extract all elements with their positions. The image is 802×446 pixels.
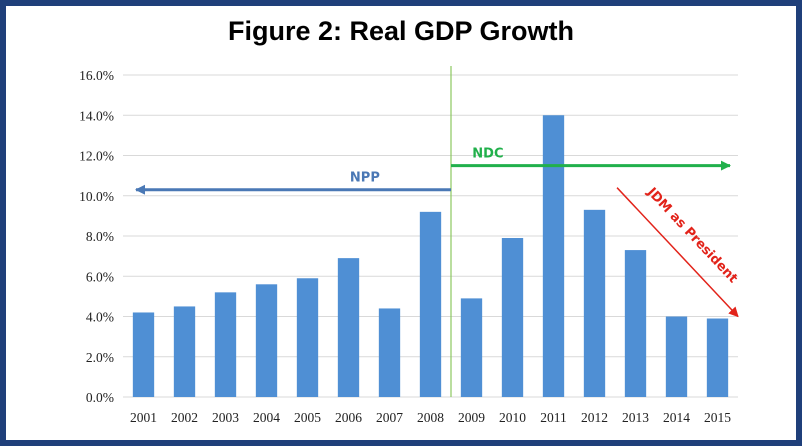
- bar-2002: [173, 306, 196, 397]
- bar-2005: [296, 278, 319, 397]
- x-tick-label: 2007: [376, 410, 403, 425]
- x-tick-label: 2005: [294, 410, 321, 425]
- x-tick-label: 2001: [130, 410, 157, 425]
- y-tick-label: 14.0%: [79, 108, 114, 123]
- jdm-label: JDM as President: [643, 184, 740, 286]
- bar-2006: [337, 258, 360, 397]
- bar-2015: [706, 318, 729, 397]
- x-tick-label: 2012: [581, 410, 608, 425]
- bar-2009: [460, 298, 483, 397]
- bar-2001: [132, 312, 155, 397]
- bar-2003: [214, 292, 237, 397]
- y-tick-label: 8.0%: [86, 229, 114, 244]
- y-tick-label: 16.0%: [79, 68, 114, 83]
- y-tick-label: 0.0%: [86, 390, 114, 405]
- x-tick-label: 2008: [417, 410, 444, 425]
- bar-2011: [542, 115, 565, 397]
- x-tick-label: 2013: [622, 410, 649, 425]
- x-tick-label: 2014: [663, 410, 690, 425]
- x-tick-label: 2009: [458, 410, 485, 425]
- bar-2007: [378, 308, 401, 397]
- x-axis-ticks: 2001 2002 2003 2004 2005 2006 2007 2008 2009 2010…: [130, 410, 731, 425]
- y-tick-label: 6.0%: [86, 269, 114, 284]
- bar-2004: [255, 284, 278, 397]
- y-axis-ticks: 0.0% 2.0% 4.0% 6.0% 8.0% 10.0% 12.0% 14.0% 16.0%: [79, 68, 114, 405]
- y-tick-label: 10.0%: [79, 189, 114, 204]
- y-tick-label: 4.0%: [86, 310, 114, 325]
- bar-2008: [419, 211, 442, 397]
- y-tick-label: 12.0%: [79, 149, 114, 164]
- x-tick-label: 2006: [335, 410, 362, 425]
- npp-label: NPP: [350, 171, 380, 186]
- x-tick-label: 2003: [212, 410, 239, 425]
- bars: [132, 115, 729, 397]
- y-tick-label: 2.0%: [86, 350, 114, 365]
- bar-2012: [583, 209, 606, 397]
- x-tick-label: 2004: [253, 410, 280, 425]
- x-tick-label: 2015: [704, 410, 731, 425]
- x-tick-label: 2010: [499, 410, 526, 425]
- ndc-label: NDC: [472, 147, 503, 162]
- bar-2013: [624, 250, 647, 397]
- x-tick-label: 2011: [540, 410, 567, 425]
- bar-2010: [501, 238, 524, 397]
- chart-title: Figure 2: Real GDP Growth: [227, 16, 575, 46]
- x-tick-label: 2002: [171, 410, 198, 425]
- bar-2014: [665, 316, 688, 397]
- jdm-arrow: [616, 187, 739, 318]
